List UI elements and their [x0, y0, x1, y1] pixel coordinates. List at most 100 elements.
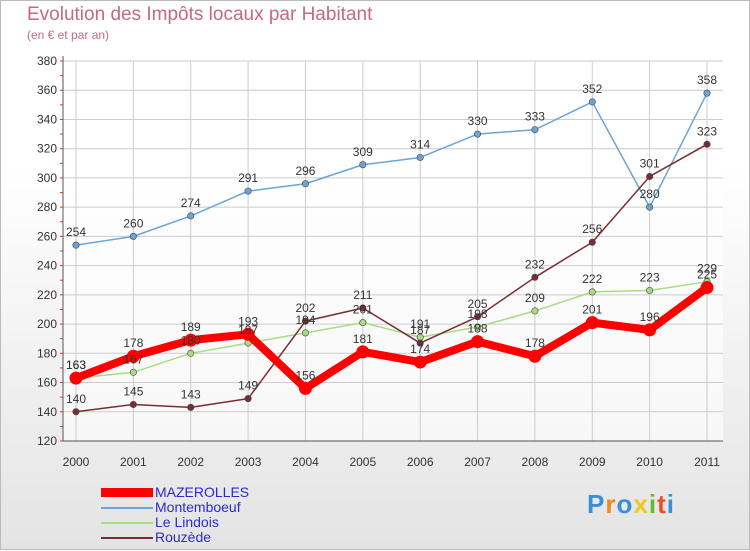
- data-label-rouz-de: 140: [66, 392, 86, 406]
- data-point-montemboeuf: [646, 203, 654, 211]
- data-point-le-lindois: [531, 307, 539, 315]
- data-point-montemboeuf: [474, 130, 482, 138]
- legend-swatch-montemboeuf: [101, 506, 153, 509]
- x-tick-label: 2007: [464, 455, 491, 469]
- y-tick-label: 260: [37, 229, 57, 243]
- data-point-rouz-de: [129, 400, 137, 408]
- data-point-mazerolles: [700, 281, 714, 295]
- data-label-montemboeuf: 296: [295, 164, 315, 178]
- legend-item-mazerolles: MAZEROLLES: [101, 485, 249, 500]
- data-label-montemboeuf: 280: [640, 187, 660, 201]
- data-point-le-lindois: [301, 329, 309, 337]
- logo-letter: P: [587, 489, 606, 519]
- data-point-le-lindois: [359, 319, 367, 327]
- data-label-le-lindois: 209: [525, 291, 545, 305]
- series-line-mazerolles: [72, 283, 711, 393]
- data-label-le-lindois: 198: [468, 307, 488, 321]
- data-label-rouz-de: 145: [123, 384, 143, 398]
- y-tick-label: 120: [37, 434, 57, 448]
- data-label-mazerolles: 193: [238, 314, 258, 328]
- x-tick-label: 2010: [636, 455, 663, 469]
- chart-legend: MAZEROLLES Montemboeuf Le Lindois Rouzèd…: [101, 485, 249, 545]
- proxiti-logo: Proxiti: [587, 489, 675, 520]
- data-point-montemboeuf: [301, 180, 309, 188]
- legend-swatch-rouzede: [101, 536, 153, 539]
- data-point-mazerolles: [643, 323, 657, 337]
- data-label-rouz-de: 211: [353, 288, 372, 302]
- data-point-mazerolles: [69, 371, 83, 385]
- data-label-rouz-de: 202: [295, 301, 315, 315]
- data-point-montemboeuf: [703, 89, 711, 97]
- data-point-rouz-de: [72, 408, 80, 416]
- y-tick-label: 340: [37, 112, 57, 126]
- data-label-mazerolles: 163: [66, 358, 86, 372]
- data-point-rouz-de: [359, 304, 367, 312]
- data-label-le-lindois: 163: [66, 358, 86, 372]
- series-line-montemboeuf: [75, 92, 708, 246]
- data-label-rouz-de: 323: [697, 124, 717, 138]
- data-label-mazerolles: 196: [640, 310, 660, 324]
- x-tick-label: 2002: [177, 455, 204, 469]
- data-label-le-lindois: 229: [697, 262, 717, 276]
- plot-area: [63, 61, 723, 441]
- y-tick-label: 300: [37, 171, 57, 185]
- data-point-montemboeuf: [531, 126, 539, 134]
- data-point-mazerolles: [585, 316, 599, 330]
- legend-swatch-mazerolles: [101, 488, 153, 497]
- data-label-montemboeuf: 274: [181, 196, 201, 210]
- logo-letter: x: [633, 489, 649, 519]
- data-point-le-lindois: [646, 286, 654, 294]
- data-point-montemboeuf: [129, 232, 137, 240]
- data-point-rouz-de: [244, 395, 252, 403]
- data-label-montemboeuf: 333: [525, 110, 545, 124]
- data-label-rouz-de: 256: [582, 222, 602, 236]
- data-point-le-lindois: [187, 349, 195, 357]
- data-point-montemboeuf: [359, 161, 367, 169]
- data-label-montemboeuf: 309: [353, 145, 373, 159]
- data-label-montemboeuf: 260: [123, 216, 143, 230]
- logo-letter: r: [605, 489, 617, 519]
- data-point-rouz-de: [588, 238, 596, 246]
- x-tick-label: 2006: [407, 455, 434, 469]
- data-label-montemboeuf: 291: [238, 171, 258, 185]
- legend-label-le-lindois: Le Lindois: [155, 514, 219, 530]
- y-tick-label: 200: [37, 317, 57, 331]
- data-label-le-lindois: 223: [640, 270, 660, 284]
- y-tick-label: 280: [37, 200, 57, 214]
- y-tick-label: 380: [37, 54, 57, 68]
- series-line-le-lindois: [75, 280, 708, 379]
- x-tick-label: 2000: [63, 455, 90, 469]
- data-point-montemboeuf: [588, 98, 596, 106]
- data-point-mazerolles: [298, 381, 312, 395]
- logo-letter: i: [648, 489, 658, 519]
- data-label-le-lindois: 167: [123, 352, 143, 366]
- data-point-rouz-de: [531, 273, 539, 281]
- data-point-montemboeuf: [72, 241, 80, 249]
- y-tick-label: 160: [37, 376, 57, 390]
- data-label-montemboeuf: 352: [582, 82, 602, 96]
- data-label-le-lindois: 191: [410, 317, 430, 331]
- logo-letter: o: [616, 489, 634, 519]
- data-point-le-lindois: [474, 323, 482, 331]
- y-tick-label: 180: [37, 346, 57, 360]
- data-label-rouz-de: 232: [525, 257, 545, 271]
- data-label-mazerolles: 178: [123, 336, 143, 350]
- data-point-rouz-de: [301, 317, 309, 325]
- y-tick-label: 360: [37, 83, 57, 97]
- data-point-montemboeuf: [416, 153, 424, 161]
- legend-label-mazerolles: MAZEROLLES: [155, 484, 250, 500]
- data-label-mazerolles: 225: [697, 268, 717, 282]
- data-point-mazerolles: [471, 335, 485, 349]
- x-tick-label: 2005: [349, 455, 376, 469]
- y-tick-label: 320: [37, 142, 57, 156]
- data-label-mazerolles: 174: [410, 342, 430, 356]
- data-label-mazerolles: 178: [525, 336, 545, 350]
- data-point-rouz-de: [703, 140, 711, 148]
- chart-subtitle: (en € et par an): [27, 28, 110, 42]
- series-line-rouz-de: [75, 143, 708, 413]
- x-tick-label: 2009: [579, 455, 606, 469]
- data-label-rouz-de: 205: [468, 297, 488, 311]
- data-point-mazerolles: [241, 327, 255, 341]
- legend-label-montemboeuf: Montemboeuf: [155, 499, 241, 515]
